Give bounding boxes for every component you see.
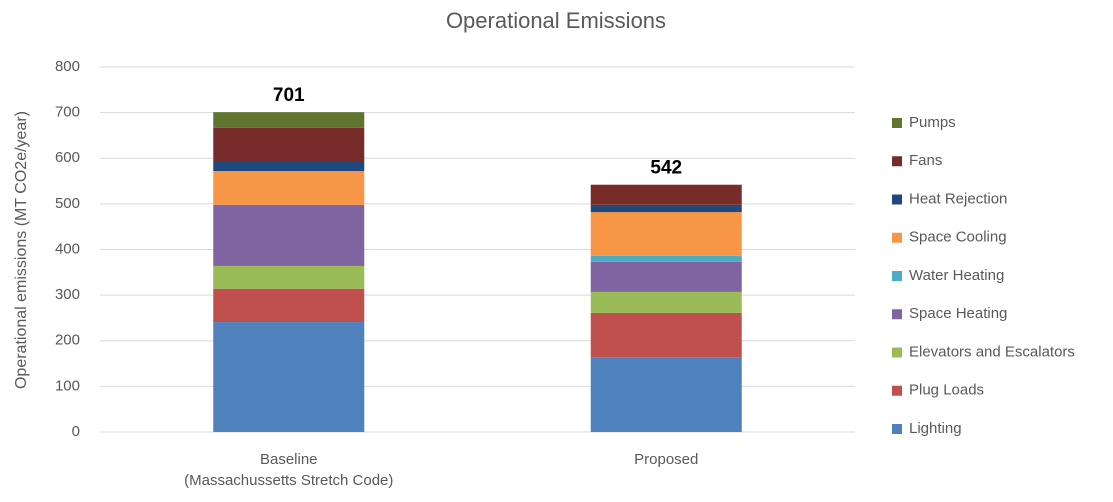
bar-segment (213, 322, 365, 432)
bar-segment (213, 204, 365, 266)
legend-swatch (892, 156, 902, 167)
y-tick-label: 100 (55, 377, 80, 394)
bar-segment (590, 291, 742, 313)
legend-swatch (892, 424, 902, 434)
legend-label: Fans (909, 152, 942, 169)
legend-label: Lighting (909, 420, 962, 437)
bar-segment (213, 265, 365, 289)
legend-label: Pumps (909, 114, 956, 131)
legend-label: Elevators and Escalators (909, 343, 1075, 360)
bar-segment (213, 171, 365, 205)
y-tick-label: 0 (72, 423, 80, 440)
y-tick-label: 200 (55, 332, 80, 349)
legend-label: Space Cooling (909, 229, 1007, 246)
y-tick-label: 600 (55, 149, 80, 166)
y-tick-label: 300 (55, 286, 80, 303)
y-tick-label: 400 (55, 240, 80, 257)
bar-segment (590, 184, 742, 205)
x-tick-label: (Massachussetts Stretch Code) (184, 472, 393, 489)
bar-segment (213, 288, 365, 323)
legend-swatch (892, 232, 902, 243)
y-tick-label: 700 (55, 104, 80, 121)
total-label: 542 (650, 158, 682, 179)
legend-swatch (892, 385, 902, 396)
legend-label: Space Heating (909, 305, 1007, 322)
y-axis-label: Operational emissions (MT CO2e/year) (13, 111, 30, 389)
y-tick-label: 800 (55, 58, 80, 75)
bar-segment (213, 127, 365, 161)
bar-segment (590, 312, 742, 358)
y-tick-label: 500 (55, 195, 80, 212)
bar-segment (213, 112, 365, 128)
legend-label: Water Heating (909, 267, 1004, 284)
legend-swatch (892, 118, 902, 128)
legend-label: Plug Loads (909, 382, 984, 399)
bar-segment (590, 357, 742, 432)
bar-segment (590, 261, 742, 292)
legend-swatch (892, 309, 902, 320)
bar-segment (590, 212, 742, 256)
bar-segment (213, 160, 365, 172)
bar-segment (590, 255, 742, 262)
total-label: 701 (273, 85, 305, 106)
bar-segment (590, 204, 742, 213)
legend-label: Heat Rejection (909, 190, 1007, 207)
x-tick-label: Proposed (634, 451, 698, 468)
legend-swatch (892, 347, 902, 358)
x-tick-label: Baseline (260, 451, 318, 468)
legend-swatch (892, 194, 902, 205)
chart-title: Operational Emissions (446, 8, 666, 33)
legend-swatch (892, 271, 902, 281)
